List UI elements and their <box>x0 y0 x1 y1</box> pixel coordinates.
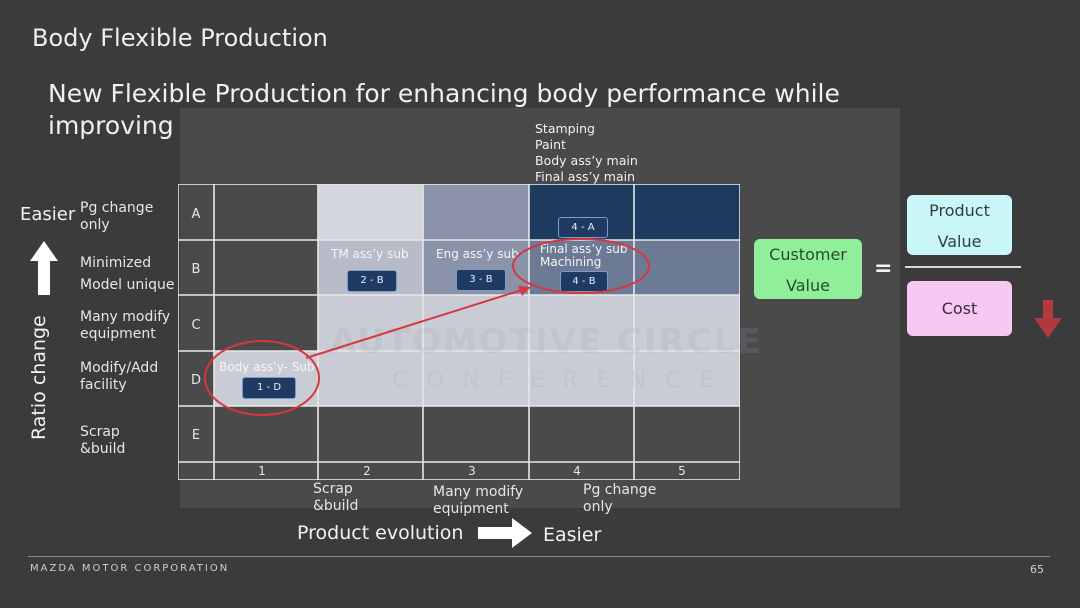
process-list-item: Paint <box>535 137 566 152</box>
fraction-line <box>905 266 1021 268</box>
slide-title: Body Flexible Production <box>32 24 328 52</box>
x-label-col3: Many modify equipment <box>433 484 524 517</box>
col-number-2: 2 <box>363 464 371 478</box>
badge-4b: 4 - B <box>560 271 608 292</box>
cell-a3 <box>423 184 529 240</box>
row-label-e: Scrap &build <box>80 424 126 457</box>
page-number: 65 <box>1030 563 1044 576</box>
watermark-subtext: CONFERENCE <box>392 368 733 393</box>
process-list-item: Final ass’y main <box>535 169 636 184</box>
up-arrow-icon <box>30 241 58 295</box>
cell-label-4b: Final ass’y sub Machining <box>540 242 628 269</box>
row-label-b: Minimized Model unique <box>80 255 175 293</box>
x-axis-easier-label: Easier <box>543 524 602 546</box>
badge-1d: 1 - D <box>242 377 296 399</box>
cell-label-1d: Body ass’y- Sub <box>219 360 315 374</box>
row-letter-c: C <box>191 318 200 333</box>
down-arrow-icon <box>1034 300 1062 338</box>
col-number-5: 5 <box>678 464 686 478</box>
row-label-c: Many modify equipment <box>80 309 171 342</box>
matrix-grid: A B C D E 1 2 3 4 5 <box>178 184 740 480</box>
right-arrow-icon <box>478 518 532 548</box>
badge-3b: 3 - B <box>456 269 506 291</box>
cell-d-row <box>214 351 740 406</box>
cell-a2 <box>318 184 423 240</box>
evolution-arrow-head <box>518 286 531 296</box>
x-label-col4: Pg change only <box>583 482 657 515</box>
row-letter-b: B <box>192 262 201 277</box>
customer-value-box: Customer Value <box>754 239 862 299</box>
customer-value-label: Customer Value <box>769 245 847 295</box>
evolution-arrow-line <box>305 287 529 359</box>
highlight-ellipse-4b <box>512 238 650 294</box>
product-value-box: Product Value <box>907 195 1012 255</box>
footer-divider <box>28 556 1050 557</box>
equals-sign: = <box>874 256 893 281</box>
row-label-d: Modify/Add facility <box>80 360 159 393</box>
row-letter-a: A <box>192 207 201 222</box>
col-number-3: 3 <box>468 464 476 478</box>
row-letter-e: E <box>192 428 200 443</box>
row-label-a: Pg change only <box>80 200 154 233</box>
footer-brand: MAZDA MOTOR CORPORATION <box>30 563 230 574</box>
x-label-col2: Scrap &build <box>313 481 359 514</box>
badge-2b: 2 - B <box>347 270 397 292</box>
product-value-label: Product Value <box>929 201 990 251</box>
cost-label: Cost <box>941 299 978 318</box>
highlight-ellipse-1d <box>204 340 320 416</box>
cell-label-2b: TM ass’y sub <box>331 247 409 261</box>
cell-label-3b: Eng ass’y sub <box>436 247 519 261</box>
process-list-item: Body ass’y main <box>535 153 638 168</box>
x-axis-title: Product evolution <box>297 522 464 544</box>
badge-4a: 4 - A <box>558 217 608 238</box>
process-list-item: Stamping <box>535 121 595 136</box>
row-letter-d: D <box>191 373 201 388</box>
y-axis-easier-label: Easier <box>20 204 76 225</box>
col-number-1: 1 <box>258 464 266 478</box>
cost-box: Cost <box>907 281 1012 336</box>
col-number-4: 4 <box>573 464 581 478</box>
